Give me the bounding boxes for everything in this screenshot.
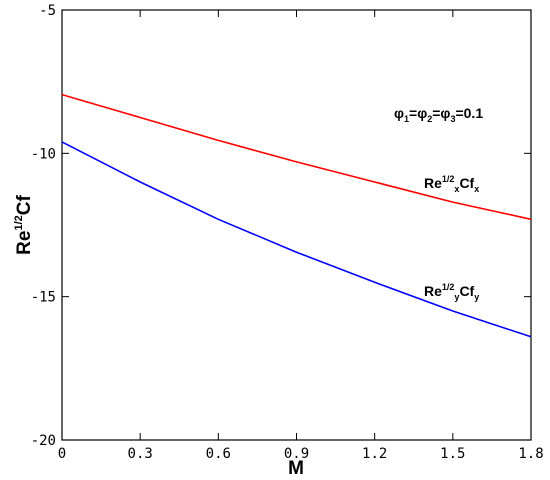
x-tick-label: 0.9 <box>284 446 309 462</box>
series-line-cfx <box>61 93 532 221</box>
x-tick-label: 1.2 <box>362 446 387 462</box>
label-part: Re <box>424 175 442 191</box>
series-label-cfx: Re1/2xCfx <box>424 174 479 194</box>
parameter-annotation: φ1=φ2=φ3=0.1 <box>394 105 483 124</box>
series-label-cfy: Re1/2yCfy <box>424 282 479 302</box>
x-tick-label: 1.5 <box>440 446 465 462</box>
label-part: 1/2 <box>442 174 455 184</box>
label-part: =0.1 <box>455 105 483 121</box>
label-part: φ <box>394 105 404 121</box>
label-part: x <box>474 184 479 194</box>
label-part: y <box>474 292 479 302</box>
x-axis: 0 0.3 0.6 0.9 1.2 1.5 1.8 <box>58 10 544 462</box>
x-tick-label: 0.3 <box>128 446 153 462</box>
plot-frame <box>61 9 532 441</box>
label-part: 1 <box>404 114 409 124</box>
x-tick-label: 0.6 <box>206 446 231 462</box>
y-axis: -20 -15 -10 -5 <box>31 3 531 449</box>
label-part: 3 <box>450 114 455 124</box>
label-part: 1/2 <box>442 282 455 292</box>
y-tick-label: -5 <box>39 3 56 19</box>
label-part: x <box>454 184 459 194</box>
label-part: Re <box>424 283 442 299</box>
y-tick-label: -10 <box>31 146 56 162</box>
label-part: =φ <box>432 105 450 121</box>
y-tick-label: -20 <box>31 433 56 449</box>
label-part: y <box>454 292 459 302</box>
x-tick-label: 0 <box>58 446 66 462</box>
x-tick-label: 1.8 <box>518 446 543 462</box>
series-line-cfy <box>61 141 532 338</box>
x-axis-title: M <box>288 458 304 479</box>
label-part: Cf <box>459 175 474 191</box>
label-part: 2 <box>427 114 432 124</box>
y-axis-title: Re1/2Cf <box>13 195 35 255</box>
label-part: =φ <box>409 105 427 121</box>
y-tick-label: -15 <box>31 290 56 306</box>
label-part: Cf <box>459 283 474 299</box>
series-group <box>61 93 532 338</box>
